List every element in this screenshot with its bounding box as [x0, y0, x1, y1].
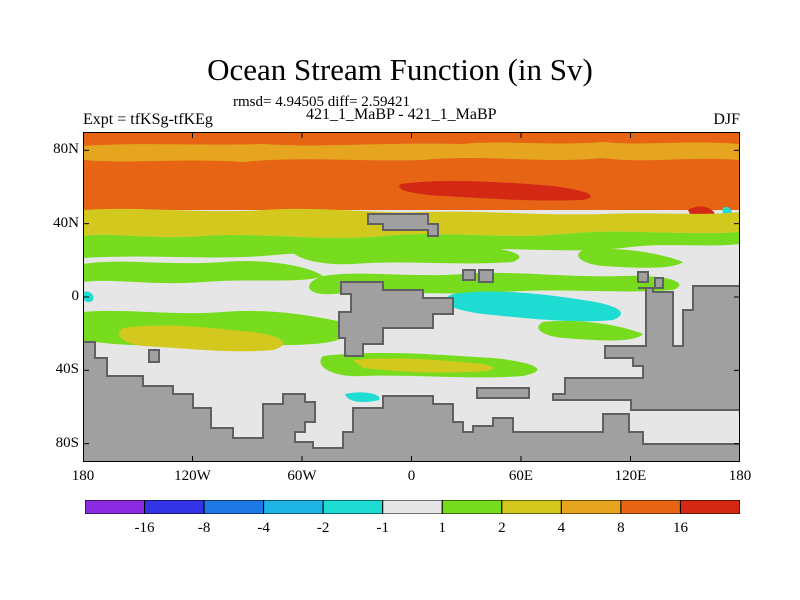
colorbar-swatch — [679, 500, 740, 514]
colorbar-swatch — [322, 500, 384, 514]
colorbar-swatch — [263, 500, 324, 514]
colorbar-swatch — [620, 500, 681, 514]
colorbar-label: 16 — [672, 520, 688, 536]
colorbar-swatch — [560, 500, 622, 514]
colorbar-label: 1 — [438, 520, 447, 536]
land-island-1 — [462, 269, 476, 281]
colorbar-label: 8 — [617, 520, 625, 536]
land — [83, 213, 740, 462]
x-tick-label: 120E — [614, 468, 647, 484]
field-green-south-indian — [538, 320, 643, 341]
field-band-north-top — [83, 132, 740, 146]
land-central-block — [338, 281, 454, 357]
colorbar — [85, 500, 740, 514]
colorbar-swatch — [501, 500, 562, 514]
colorbar-label: -4 — [257, 520, 270, 536]
colorbar-label: 4 — [557, 520, 566, 536]
x-tick-label: 180 — [728, 468, 752, 484]
colorbar-label: -1 — [376, 520, 389, 536]
field-core-north — [399, 180, 592, 201]
land-east-block — [552, 285, 740, 411]
field-yellow-south-atlantic — [353, 358, 494, 373]
x-tick-label: 60E — [508, 468, 534, 484]
y-tick-label: 80N — [53, 141, 79, 158]
y-tick-label: 40N — [53, 214, 79, 231]
stream-function-map — [83, 132, 740, 462]
y-tick-label: 0 — [71, 288, 80, 304]
x-tick-label: 60W — [287, 468, 317, 484]
colorbar-swatch — [382, 500, 443, 514]
colorbar-swatch — [85, 500, 146, 514]
field-cyan-south-atlantic — [345, 392, 380, 402]
field-band-north-orange — [83, 142, 740, 162]
colorbar-swatch — [441, 500, 503, 514]
land-island-3 — [637, 271, 649, 283]
stats-label: rmsd= 4.94505 diff= 2.59421 — [233, 94, 411, 110]
colorbar-swatch — [144, 500, 205, 514]
land-island-4 — [654, 277, 664, 289]
x-tick-label: 180 — [71, 468, 95, 484]
x-tick-label: 120W — [174, 468, 211, 484]
land-island-2 — [478, 269, 494, 283]
case-label: 421_1_MaBP - 421_1_MaBP — [306, 106, 497, 123]
y-tick-label: 80S — [55, 434, 79, 451]
field-green-pacific-north — [83, 261, 323, 284]
chart-title: Ocean Stream Function (in Sv) — [207, 52, 593, 87]
x-tick-label: 0 — [407, 468, 416, 484]
field-green-equatorial — [309, 272, 680, 295]
land-antarctica — [83, 341, 740, 462]
colorbar-label: -16 — [134, 520, 155, 536]
field-cyan-indian — [444, 291, 622, 322]
land-north-block — [367, 213, 439, 237]
colorbar-swatch — [203, 500, 265, 514]
colorbar-label: -8 — [197, 520, 211, 536]
experiment-label: Expt = tfKSg-tfKEg — [83, 111, 213, 128]
colorbar-label: 2 — [498, 520, 506, 536]
axis-ticks — [83, 132, 740, 462]
land-island-5 — [148, 349, 160, 363]
y-tick-label: 40S — [55, 361, 79, 378]
field-green-asia — [578, 248, 683, 268]
field-green-atlantic — [291, 239, 520, 265]
colorbar-label: -2 — [316, 520, 330, 536]
map-field — [83, 132, 740, 462]
land-south-island — [476, 387, 530, 399]
season-label: DJF — [713, 111, 740, 128]
field-yellow-south-pacific — [119, 325, 284, 352]
